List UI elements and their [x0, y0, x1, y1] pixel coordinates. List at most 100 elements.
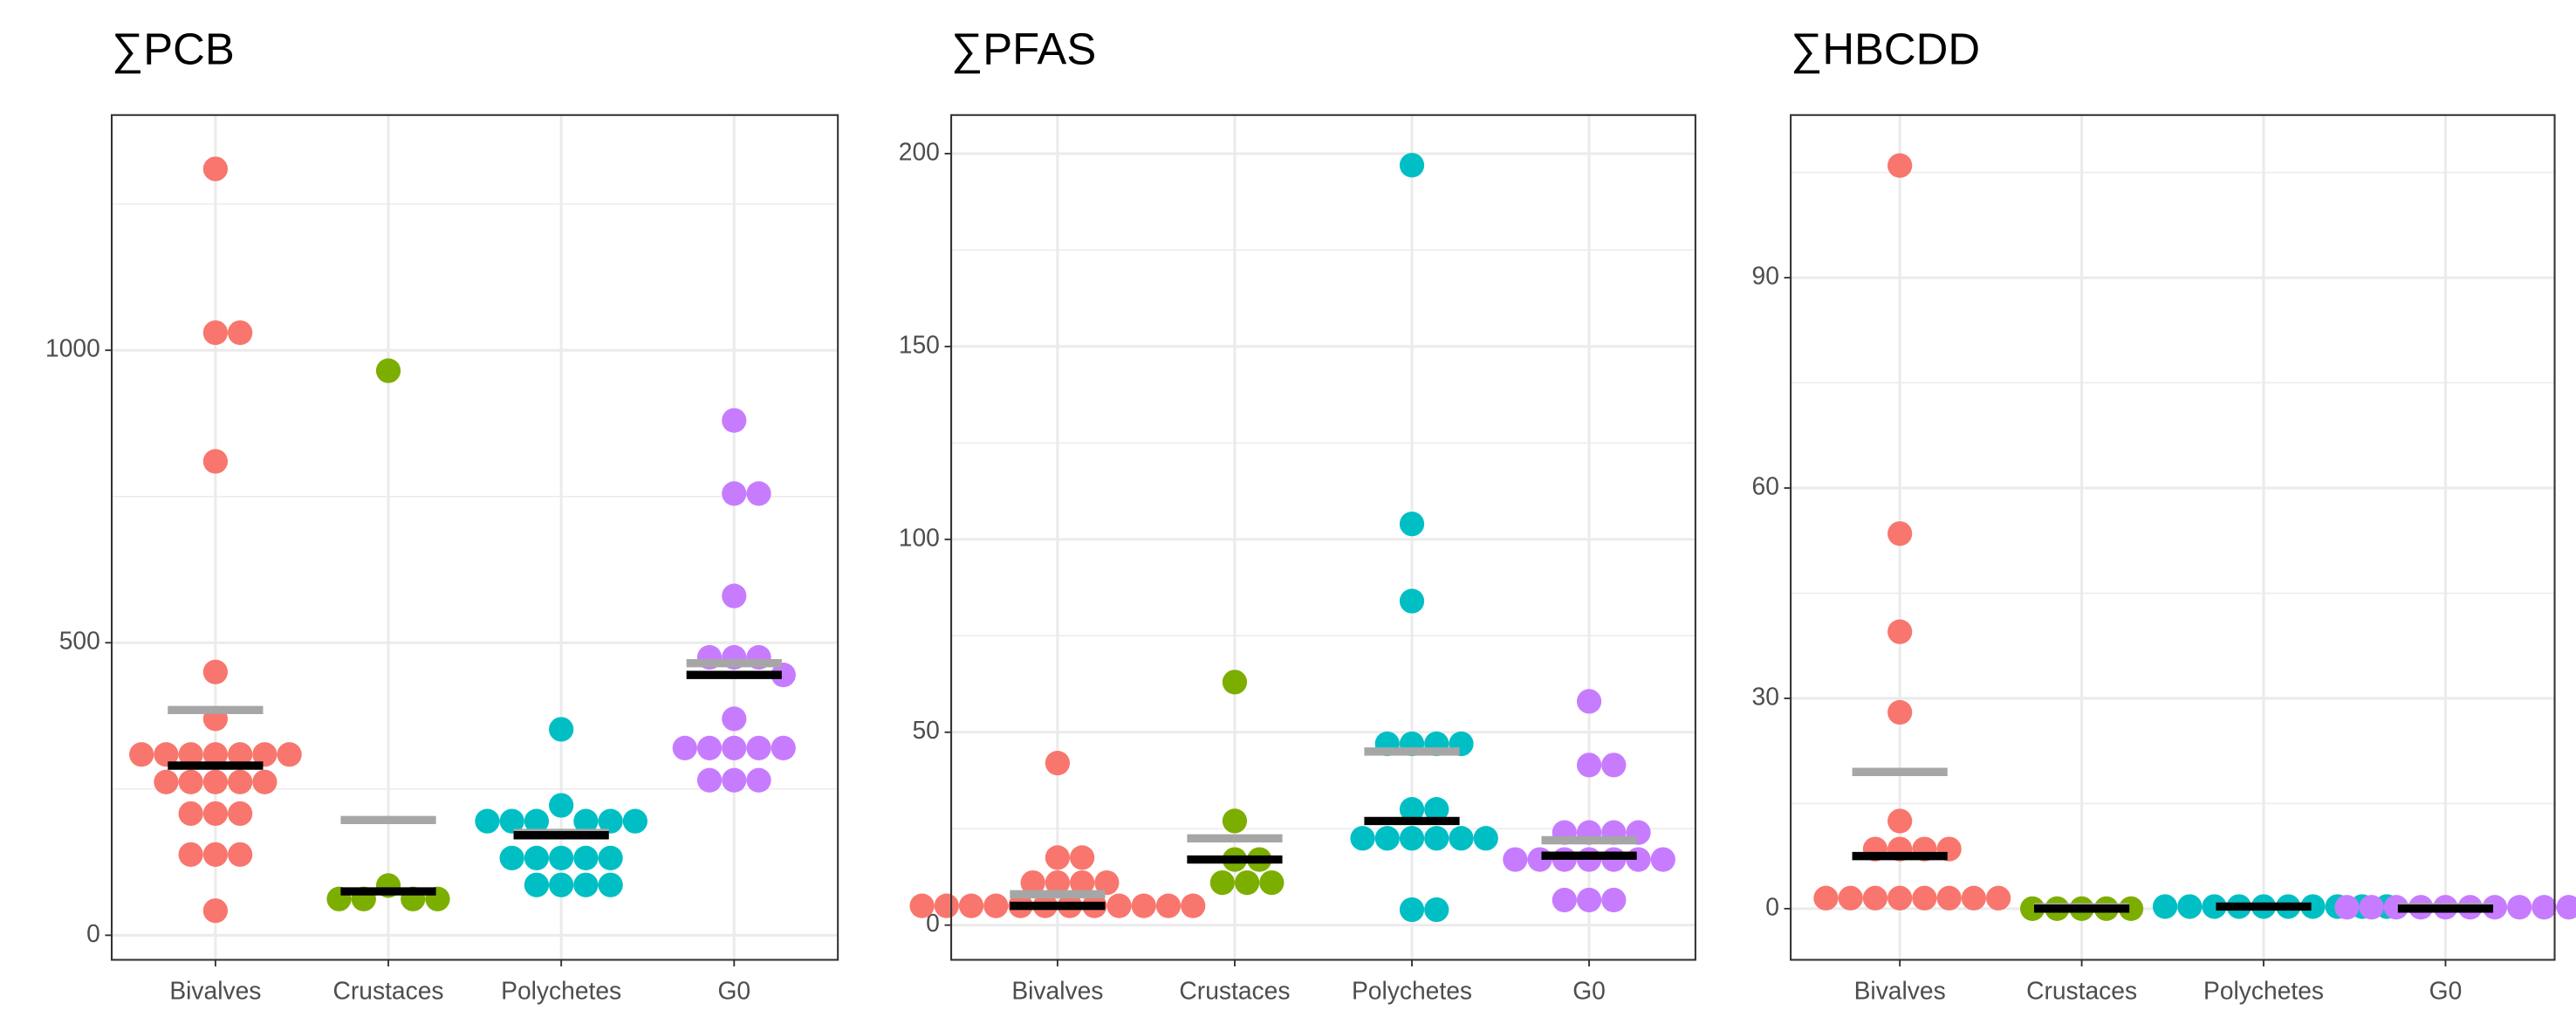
y-tick-label: 30: [1752, 682, 1779, 710]
point: [746, 767, 771, 793]
point: [1399, 797, 1425, 822]
point: [202, 659, 229, 684]
point: [696, 735, 723, 761]
point: [228, 320, 253, 346]
x-tick-label: Polychetes: [1352, 977, 1472, 1005]
point: [1601, 753, 1627, 778]
point: [202, 769, 229, 794]
y-tick-label: 100: [899, 523, 940, 551]
point: [154, 742, 179, 767]
point: [549, 845, 574, 870]
panel-border: [110, 113, 839, 961]
point: [178, 801, 203, 827]
point: [1045, 751, 1071, 776]
point: [1045, 869, 1071, 896]
point: [499, 808, 524, 834]
x-tick-label: G0: [1572, 977, 1606, 1005]
point: [746, 735, 771, 761]
point: [524, 845, 550, 870]
y-tick-label: 60: [1752, 471, 1779, 499]
point: [1399, 588, 1425, 614]
point: [154, 769, 179, 794]
point: [2152, 894, 2178, 919]
point: [178, 742, 203, 767]
point: [722, 767, 747, 793]
point: [1399, 897, 1425, 923]
point: [1222, 808, 1248, 834]
point: [909, 893, 935, 918]
y-tick-label: 500: [59, 627, 100, 655]
point: [1399, 826, 1425, 851]
point: [573, 872, 599, 897]
point: [573, 845, 599, 870]
point: [1399, 512, 1425, 537]
point: [202, 156, 229, 182]
y-tick-label: 0: [1765, 892, 1779, 920]
point: [1985, 885, 2011, 911]
point: [202, 842, 229, 867]
point: [549, 717, 574, 742]
point: [1601, 887, 1627, 913]
point: [983, 893, 1009, 918]
point: [202, 742, 229, 767]
point: [2334, 895, 2360, 920]
point: [696, 767, 723, 793]
point: [475, 808, 500, 834]
point: [746, 481, 771, 506]
point: [1045, 845, 1071, 870]
y-tick-label: 0: [926, 909, 940, 937]
point: [1070, 869, 1095, 896]
point: [1838, 885, 1863, 911]
point: [524, 808, 550, 834]
point: [722, 706, 747, 732]
point: [252, 742, 277, 767]
panel-title: ∑HBCDD: [1791, 24, 1980, 74]
point: [1131, 893, 1156, 918]
point: [228, 842, 253, 867]
point: [722, 583, 747, 608]
point: [672, 735, 697, 761]
point: [202, 898, 229, 924]
point: [1424, 797, 1449, 822]
point: [202, 449, 229, 474]
point: [2177, 894, 2203, 919]
point: [1887, 808, 1913, 834]
point: [1094, 869, 1120, 896]
y-tick-label: 150: [899, 330, 940, 358]
point: [598, 808, 623, 834]
point: [598, 872, 623, 897]
point: [2482, 895, 2508, 920]
point: [2300, 894, 2326, 919]
x-tick-label: Crustaces: [2026, 977, 2137, 1005]
point: [129, 742, 154, 767]
point: [499, 845, 524, 870]
point: [524, 872, 550, 897]
point: [934, 893, 959, 918]
panel: ∑HBCDD 0 30 60 90 Bivalves Crustaces Polychetes…: [1752, 24, 2576, 1005]
point: [277, 742, 302, 767]
point: [375, 358, 401, 383]
point: [2507, 895, 2532, 920]
point: [1424, 897, 1449, 923]
point: [2359, 895, 2384, 920]
point: [178, 842, 203, 867]
point: [1259, 869, 1285, 896]
point: [1576, 753, 1602, 778]
point: [252, 769, 277, 794]
panel: ∑PCB 0 500 1000 Bivalves Crustaces Polychetes G…: [45, 24, 839, 1005]
point: [1209, 869, 1235, 896]
point: [2531, 895, 2557, 920]
point: [202, 801, 229, 827]
panel-title: ∑PCB: [112, 24, 235, 74]
panel-title: ∑PFAS: [951, 24, 1096, 74]
point: [771, 662, 796, 688]
point: [1887, 521, 1913, 546]
point: [228, 801, 253, 827]
point: [722, 735, 747, 761]
point: [1576, 887, 1602, 913]
point: [771, 735, 796, 761]
y-tick-label: 50: [912, 716, 939, 744]
point: [1887, 885, 1913, 911]
